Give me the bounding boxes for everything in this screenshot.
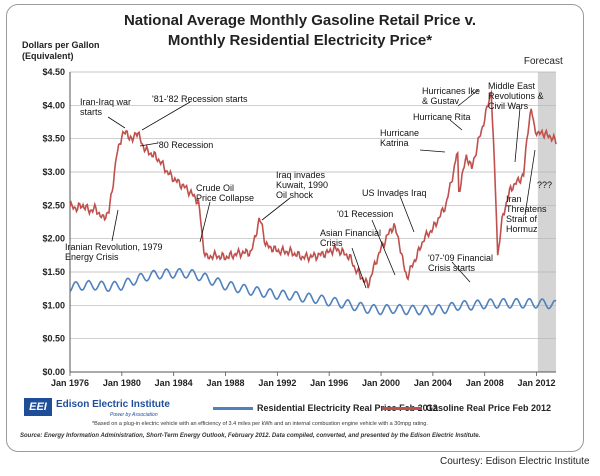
annotation-question: ??? bbox=[537, 180, 553, 190]
annotation-arrow bbox=[141, 101, 191, 131]
annotation-arrow bbox=[261, 197, 291, 221]
legend-gasoline-label: Gasoline Real Price Feb 2012 bbox=[426, 403, 552, 413]
y-tick-label: $3.00 bbox=[42, 167, 65, 177]
y-tick-label: $1.00 bbox=[42, 300, 65, 310]
y-tick-label: $2.00 bbox=[42, 234, 65, 244]
eei-logo-tagline: Power by Association bbox=[110, 412, 158, 418]
y-tick-label: $1.50 bbox=[42, 267, 65, 277]
legend-gasoline-swatch bbox=[382, 407, 422, 411]
y-tick-label: $0.00 bbox=[42, 367, 65, 377]
forecast-label: Forecast bbox=[524, 56, 563, 67]
x-tick-label: Jan 2008 bbox=[466, 378, 504, 388]
eei-logo-mark: EEI bbox=[24, 398, 52, 416]
annotation-us-iraq: US Invades Iraq bbox=[362, 188, 427, 198]
annotation-arrow bbox=[199, 201, 211, 243]
annotation-ike-gustav: Hurricanes Ike & Gustav bbox=[422, 86, 481, 106]
x-tick-label: Jan 2012 bbox=[518, 378, 556, 388]
courtesy-text: Courtesy: Edison Electric Institute bbox=[440, 456, 590, 467]
annotation-recession-80: '80 Recession bbox=[157, 140, 214, 150]
annotation-hormuz: Iran Threatens Strait of Hormuz bbox=[506, 194, 547, 234]
annotation-arrow bbox=[514, 107, 521, 163]
annotation-recession-8182: '81-'82 Recession starts bbox=[152, 94, 248, 104]
chart-title-line1: National Average Monthly Gasoline Retail… bbox=[123, 12, 477, 29]
legend-electricity-label: Residential Electricity Real Price Feb 2… bbox=[257, 403, 438, 413]
x-tick-label: Jan 1984 bbox=[155, 378, 193, 388]
annotation-recession-01: '01 Recession bbox=[337, 209, 394, 219]
annotation-arrow bbox=[107, 116, 126, 129]
annotation-asian-crisis: Asian Financial Crisis bbox=[320, 228, 382, 248]
y-tick-label: $0.50 bbox=[42, 334, 65, 344]
x-tick-label: Jan 1976 bbox=[51, 378, 89, 388]
annotation-arrow bbox=[139, 142, 159, 147]
annotation-arrow bbox=[457, 89, 479, 107]
y-tick-label: $3.50 bbox=[42, 134, 65, 144]
x-tick-label: Jan 1988 bbox=[207, 378, 245, 388]
annotation-arrow bbox=[111, 209, 119, 242]
annotation-middle-east: Middle East Revolutions & Civil Wars bbox=[488, 81, 544, 111]
annotation-iraq-kuwait: Iraq invades Kuwait, 1990 Oil shock bbox=[276, 170, 329, 200]
annotation-arrow bbox=[419, 149, 446, 153]
series-electricity-line bbox=[69, 267, 557, 316]
legend-gasoline: Gasoline Real Price Feb 2012 bbox=[382, 403, 551, 413]
series-gasoline-line bbox=[69, 89, 557, 289]
annotation-katrina: Hurricane Katrina bbox=[380, 128, 420, 148]
forecast-band bbox=[537, 72, 556, 372]
annotation-financial-crisis: '07-'09 Financial Crisis starts bbox=[428, 253, 493, 273]
x-tick-label: Jan 2004 bbox=[414, 378, 452, 388]
chart-frame bbox=[6, 4, 584, 452]
annotation-arrow bbox=[524, 149, 536, 216]
x-tick-label: Jan 1996 bbox=[310, 378, 348, 388]
legend-electricity-swatch bbox=[213, 407, 253, 411]
x-tick-label: Jan 1992 bbox=[258, 378, 296, 388]
annotation-arrow bbox=[399, 195, 415, 233]
legend-electricity: Residential Electricity Real Price Feb 2… bbox=[213, 403, 438, 413]
annotation-arrow bbox=[449, 119, 463, 131]
chart-footnote: *Based on a plug-in electric vehicle wit… bbox=[92, 421, 428, 427]
annotation-iranian-revolution: Iranian Revolution, 1979 Energy Crisis bbox=[65, 242, 163, 262]
chart-source: Source: Energy Information Administratio… bbox=[20, 433, 481, 439]
x-tick-label: Jan 1980 bbox=[103, 378, 141, 388]
annotation-iran-iraq: Iran-Iraq war starts bbox=[80, 97, 132, 117]
annotation-crude-collapse: Crude Oil Price Collapse bbox=[196, 183, 255, 203]
chart-title-line2: Monthly Residential Electricity Price* bbox=[167, 32, 433, 49]
y-tick-label: $4.00 bbox=[42, 100, 65, 110]
y-axis-label-line1: Dollars per Gallon bbox=[22, 40, 100, 50]
eei-logo-name: Edison Electric Institute bbox=[56, 399, 170, 410]
y-tick-label: $2.50 bbox=[42, 200, 65, 210]
y-tick-label: $4.50 bbox=[42, 67, 65, 77]
x-tick-label: Jan 2000 bbox=[362, 378, 400, 388]
annotation-arrow bbox=[451, 261, 471, 283]
annotation-rita: Hurricane Rita bbox=[413, 112, 471, 122]
annotation-arrow bbox=[371, 219, 396, 276]
y-axis-label-line2: (Equivalent) bbox=[22, 51, 74, 61]
annotation-arrow bbox=[351, 247, 367, 289]
